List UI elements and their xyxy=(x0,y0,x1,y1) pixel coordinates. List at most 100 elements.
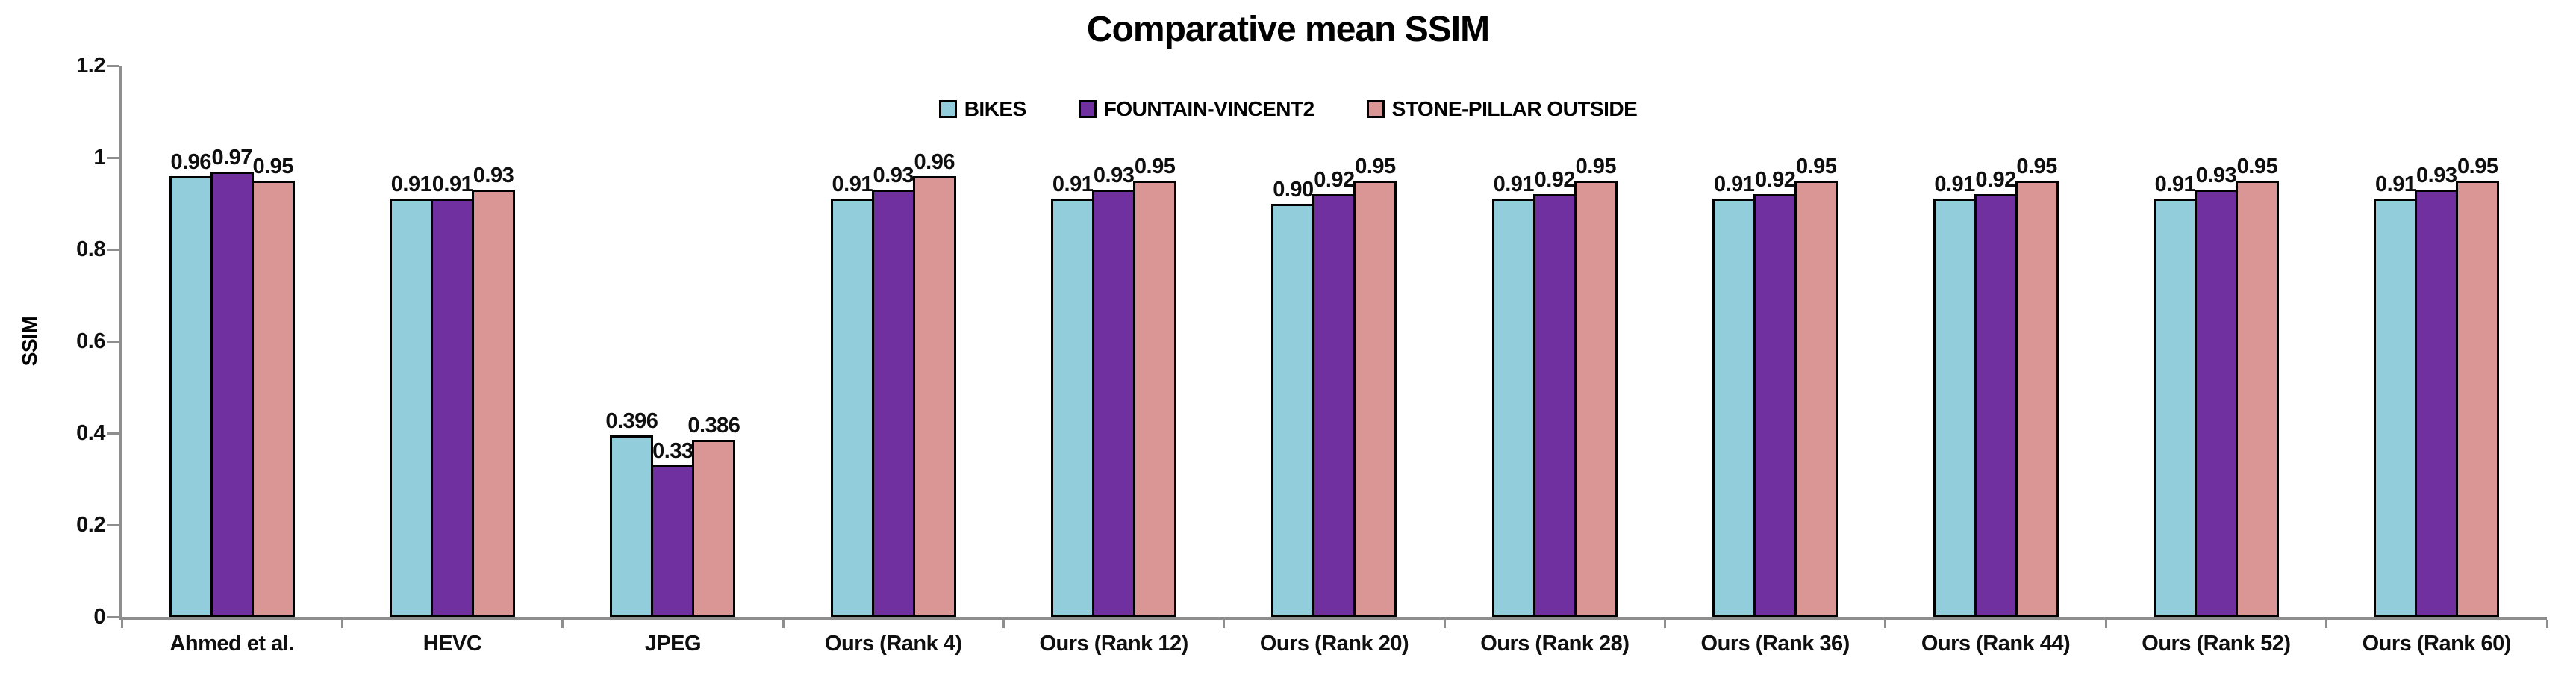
bar-bikes: 0.91 xyxy=(1712,172,1756,617)
bar-stone-pillar-outside: 0.95 xyxy=(1794,155,1839,617)
legend-swatch-fountain-vincent2 xyxy=(1078,100,1097,118)
category-slot: 0.96 0.97 0.95 xyxy=(122,66,342,617)
bar-stone-pillar-outside: 0.93 xyxy=(472,164,516,617)
bar-bikes: 0.96 xyxy=(169,150,213,617)
plot-area: 0.96 0.97 0.95 0.91 0.91 0.93 0.396 0.33 0.386 0.… xyxy=(107,64,2548,628)
bar-stone-pillar-outside: 0.95 xyxy=(2235,155,2279,617)
x-category-label: Ours (Rank 28) xyxy=(1480,632,1630,656)
bar-value-label: 0.91 xyxy=(832,172,873,197)
legend-item-fountain-vincent2: FOUNTAIN-VINCENT2 xyxy=(1078,97,1314,121)
legend-swatch-stone-pillar-outside xyxy=(1366,100,1385,118)
bar-value-label: 0.91 xyxy=(431,172,473,197)
bar-stone-pillar-outside: 0.95 xyxy=(2456,155,2500,617)
bar-bikes: 0.91 xyxy=(830,172,874,617)
bar-value-label: 0.91 xyxy=(2154,172,2196,197)
bar-bikes: 0.91 xyxy=(1051,172,1095,617)
y-axis-tick xyxy=(107,156,119,159)
bar-value-label: 0.93 xyxy=(473,164,514,187)
bar-bikes: 0.91 xyxy=(390,172,434,617)
y-axis-tick xyxy=(107,340,119,343)
bar-value-label: 0.386 xyxy=(687,413,740,438)
bar-stone-pillar-outside: 0.95 xyxy=(2015,155,2059,617)
x-axis-tick xyxy=(2325,620,2328,628)
x-category-label: Ahmed et al. xyxy=(169,632,294,656)
y-axis-tick-labels: 0 0.2 0.4 0.6 0.8 1 1.2 xyxy=(0,54,105,629)
bar-groups: 0.96 0.97 0.95 0.91 0.91 0.93 0.396 0.33 0.386 0.… xyxy=(122,66,2547,617)
bar-value-label: 0.33 xyxy=(652,439,693,463)
category-slot: 0.91 0.93 0.96 xyxy=(783,66,1003,617)
x-category-label: Ours (Rank 4) xyxy=(824,632,962,656)
bar-fountain-vincent2: 0.33 xyxy=(651,439,695,617)
x-axis-category-labels: Ahmed et al. HEVC JPEG Ours (Rank 4) Ours (R… xyxy=(122,632,2547,656)
bar-value-label: 0.91 xyxy=(1493,172,1535,197)
chart-title: Comparative mean SSIM xyxy=(1086,10,1490,49)
x-axis-tick xyxy=(340,620,343,628)
legend-item-bikes: BIKES xyxy=(938,97,1027,121)
y-axis-tick xyxy=(107,615,119,618)
y-tick-label: 0 xyxy=(93,605,105,629)
y-tick-label: 0.8 xyxy=(76,237,105,261)
bar-fountain-vincent2: 0.93 xyxy=(2415,164,2459,617)
bar-value-label: 0.91 xyxy=(390,172,432,197)
legend: BIKES FOUNTAIN-VINCENT2 STONE-PILLAR OUT… xyxy=(0,97,2576,121)
bar-value-label: 0.96 xyxy=(914,149,955,174)
bar-value-label: 0.97 xyxy=(211,145,252,170)
bar-value-label: 0.92 xyxy=(1754,168,1796,193)
y-tick-label: 0.2 xyxy=(76,513,105,537)
bar-stone-pillar-outside: 0.95 xyxy=(1574,155,1618,617)
legend-label-bikes: BIKES xyxy=(964,97,1027,120)
x-axis-tick xyxy=(120,620,123,628)
bar-value-label: 0.95 xyxy=(2016,154,2057,178)
category-slot: 0.91 0.92 0.95 xyxy=(1665,66,1886,617)
bar-fountain-vincent2: 0.97 xyxy=(210,146,254,617)
y-tick-label: 0.6 xyxy=(76,329,105,353)
x-category-label: HEVC xyxy=(422,632,482,656)
bar-bikes: 0.91 xyxy=(1491,172,1535,617)
x-axis-tick xyxy=(1443,620,1446,628)
x-category-label: Ours (Rank 60) xyxy=(2362,632,2512,656)
category-slot: 0.91 0.93 0.95 xyxy=(1003,66,1223,617)
bar-value-label: 0.95 xyxy=(1795,154,1837,178)
legend-label-stone-pillar-outside: STONE-PILLAR OUTSIDE xyxy=(1391,97,1638,120)
category-slot: 0.90 0.92 0.95 xyxy=(1224,66,1444,617)
bar-fountain-vincent2: 0.93 xyxy=(2194,164,2238,617)
x-category-label: JPEG xyxy=(644,632,702,656)
x-category-label: Ours (Rank 52) xyxy=(2142,632,2291,656)
bar-value-label: 0.90 xyxy=(1273,177,1314,202)
bar-value-label: 0.95 xyxy=(1575,154,1617,178)
bar-bikes: 0.91 xyxy=(1933,172,1977,617)
bar-value-label: 0.91 xyxy=(1052,172,1094,197)
bar-fountain-vincent2: 0.91 xyxy=(431,172,475,617)
bar-fountain-vincent2: 0.93 xyxy=(1092,164,1136,617)
bar-value-label: 0.91 xyxy=(2375,172,2416,197)
x-category-label: Ours (Rank 44) xyxy=(1921,632,2071,656)
bar-value-label: 0.93 xyxy=(2195,164,2237,187)
bar-bikes: 0.91 xyxy=(2153,172,2197,617)
bar-value-label: 0.92 xyxy=(1975,168,2016,193)
x-axis-line xyxy=(119,617,2547,620)
bar-fountain-vincent2: 0.92 xyxy=(1753,168,1797,617)
bar-stone-pillar-outside: 0.96 xyxy=(912,150,956,617)
bar-stone-pillar-outside: 0.95 xyxy=(1133,155,1177,617)
bar-bikes: 0.90 xyxy=(1271,178,1315,617)
bar-bikes: 0.91 xyxy=(2374,172,2418,617)
bar-value-label: 0.95 xyxy=(2457,154,2498,178)
bar-fountain-vincent2: 0.92 xyxy=(1974,168,2018,617)
category-slot: 0.91 0.93 0.95 xyxy=(2327,66,2547,617)
bar-value-label: 0.91 xyxy=(1934,172,1975,197)
bar-stone-pillar-outside: 0.386 xyxy=(687,414,740,617)
bar-value-label: 0.95 xyxy=(1134,154,1176,178)
y-tick-label: 0.4 xyxy=(76,421,105,445)
x-axis-tick xyxy=(1884,620,1887,628)
bar-stone-pillar-outside: 0.95 xyxy=(251,155,295,617)
legend-label-fountain-vincent2: FOUNTAIN-VINCENT2 xyxy=(1103,97,1314,120)
x-axis-tick xyxy=(2104,620,2107,628)
bar-value-label: 0.96 xyxy=(170,149,211,174)
y-axis-tick xyxy=(107,432,119,435)
x-category-label: Ours (Rank 20) xyxy=(1259,632,1409,656)
bar-fountain-vincent2: 0.92 xyxy=(1312,168,1356,617)
legend-swatch-bikes xyxy=(938,100,957,118)
y-axis-tick xyxy=(107,523,119,526)
x-axis-tick xyxy=(1664,620,1667,628)
